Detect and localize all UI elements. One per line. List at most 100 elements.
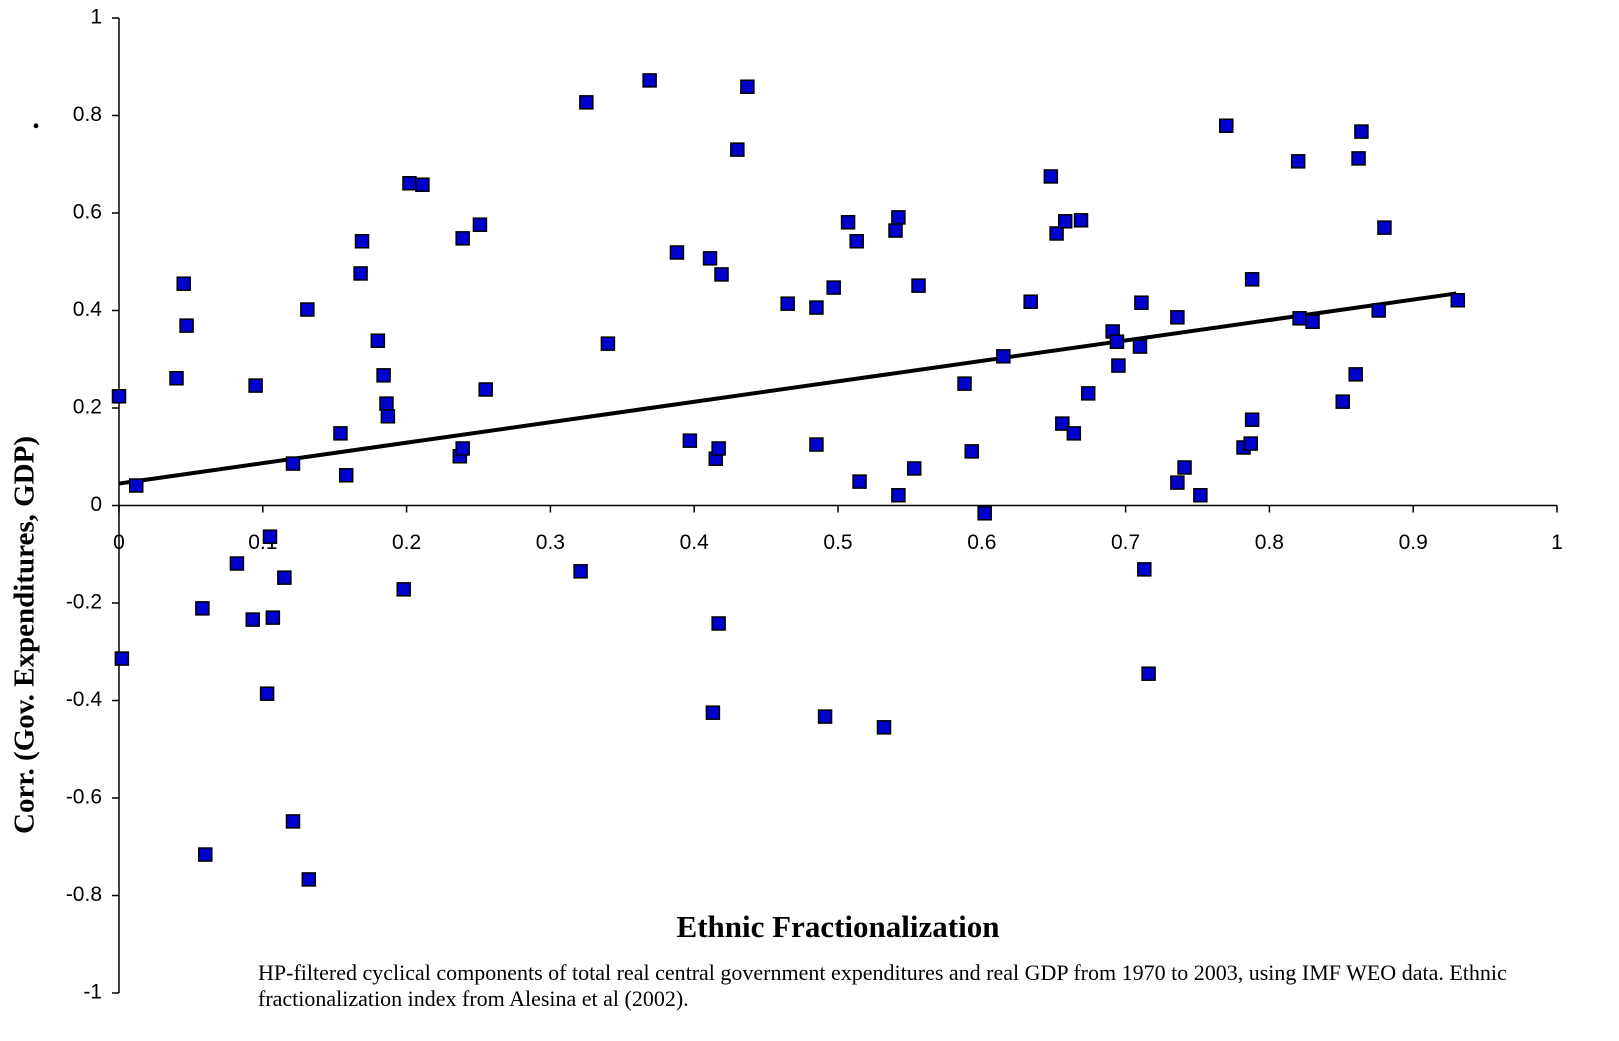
y-tick-label: 0.2 bbox=[73, 396, 102, 419]
scatter-point bbox=[111, 389, 127, 404]
scatter-point bbox=[333, 426, 348, 441]
scatter-point bbox=[265, 610, 281, 625]
scatter-point bbox=[380, 409, 396, 424]
scatter-point bbox=[1348, 367, 1363, 382]
scatter-point bbox=[1335, 394, 1350, 409]
scatter-point bbox=[198, 847, 213, 862]
scatter-point bbox=[579, 95, 594, 110]
trend-line bbox=[118, 291, 1457, 486]
y-tick-label: 0.4 bbox=[73, 298, 103, 321]
scatter-point bbox=[114, 651, 130, 666]
x-tick-label: 0.3 bbox=[536, 531, 565, 554]
scatter-point bbox=[1305, 314, 1320, 329]
scatter-point bbox=[957, 376, 972, 391]
scatter-point bbox=[1134, 295, 1149, 310]
scatter-point bbox=[977, 506, 992, 521]
scatter-point bbox=[1109, 334, 1125, 349]
scatter-point bbox=[1290, 154, 1306, 169]
x-tick-label: 0.9 bbox=[1399, 531, 1428, 554]
scatter-point bbox=[472, 217, 488, 232]
scatter-point bbox=[353, 266, 368, 281]
x-tick-label: 0.8 bbox=[1255, 531, 1284, 554]
scatter-point bbox=[1292, 311, 1307, 326]
scatter-point bbox=[996, 349, 1011, 364]
scatter-point bbox=[1243, 436, 1258, 451]
scatter-point bbox=[964, 444, 979, 459]
scatter-point bbox=[705, 705, 721, 720]
y-tick-label: 0 bbox=[90, 493, 102, 516]
scatter-point bbox=[285, 814, 301, 829]
scatter-point bbox=[338, 468, 354, 483]
x-tick-label: 0.2 bbox=[392, 531, 421, 554]
scatter-point bbox=[1055, 416, 1070, 431]
scatter-point bbox=[730, 142, 745, 157]
scatter-point bbox=[573, 564, 588, 579]
scatter-point bbox=[1057, 214, 1073, 229]
y-tick-label: 0.8 bbox=[73, 103, 102, 126]
x-tick-label: 0.6 bbox=[967, 531, 996, 554]
scatter-point bbox=[1170, 310, 1185, 325]
scatter-point bbox=[740, 79, 755, 94]
scatter-point bbox=[478, 382, 493, 397]
scatter-point bbox=[714, 267, 729, 282]
y-tick-label: -0.2 bbox=[66, 591, 102, 614]
x-axis-title: Ethnic Fractionalization bbox=[677, 909, 1000, 944]
scatter-point bbox=[176, 276, 191, 291]
scatter-point bbox=[129, 478, 144, 493]
scatter-point bbox=[891, 210, 906, 225]
scatter-point bbox=[911, 278, 926, 293]
scatter-point bbox=[826, 280, 841, 295]
y-tick-label: -0.8 bbox=[66, 883, 102, 906]
scatter-point bbox=[1371, 303, 1386, 318]
scatter-point bbox=[1177, 460, 1192, 475]
scatter-point bbox=[849, 234, 864, 249]
scatter-point bbox=[402, 176, 417, 191]
scatter-point bbox=[876, 720, 892, 735]
x-tick-label: 1 bbox=[1551, 531, 1563, 554]
scatter-point bbox=[376, 368, 391, 383]
scatter-point bbox=[1073, 213, 1089, 228]
y-axis-title: Corr. (Gov. Expenditures, GDP) bbox=[9, 436, 41, 834]
scatter-point bbox=[702, 251, 718, 266]
scatter-point bbox=[682, 433, 698, 448]
scatter-point bbox=[1066, 426, 1082, 441]
scatter-point bbox=[195, 601, 210, 616]
scatter-point bbox=[1170, 475, 1185, 490]
note: HP-filtered cyclical components of total… bbox=[258, 960, 1507, 1011]
scatter-point bbox=[259, 686, 275, 701]
scatter-point bbox=[780, 296, 795, 311]
scatter-point bbox=[262, 529, 278, 544]
scatter-point bbox=[888, 223, 903, 238]
scatter-point bbox=[354, 234, 370, 249]
scatter-point bbox=[1111, 358, 1126, 373]
y-tick-label: 0.6 bbox=[73, 201, 102, 224]
scatter-point bbox=[1354, 124, 1369, 139]
x-tick-label: 0 bbox=[113, 531, 125, 554]
scatter-point bbox=[669, 245, 685, 260]
scatter-point bbox=[711, 441, 726, 456]
scatter-point bbox=[396, 582, 411, 597]
scatter-point bbox=[248, 378, 263, 393]
scatter-point bbox=[415, 177, 430, 192]
scatter-point bbox=[169, 371, 184, 386]
scatter-point bbox=[179, 318, 194, 333]
scatter-point bbox=[1351, 151, 1366, 166]
x-tick-label: 0.5 bbox=[823, 531, 852, 554]
scatter-point bbox=[379, 396, 394, 411]
scatter-point bbox=[300, 302, 315, 317]
scatter-point bbox=[455, 231, 470, 246]
scatter-point bbox=[245, 612, 260, 627]
scatter-point bbox=[1377, 220, 1392, 235]
scatter-point bbox=[1049, 226, 1064, 241]
scatter-point bbox=[1043, 169, 1059, 184]
scatter-point bbox=[809, 437, 824, 452]
scatter-point bbox=[600, 336, 616, 351]
scatter-point bbox=[891, 488, 906, 503]
scatter-point bbox=[1023, 294, 1038, 309]
scatter-point bbox=[1137, 562, 1152, 577]
scatter-point bbox=[301, 872, 317, 887]
scatter-point bbox=[1450, 293, 1466, 308]
y-tick-label: 1 bbox=[90, 6, 102, 29]
